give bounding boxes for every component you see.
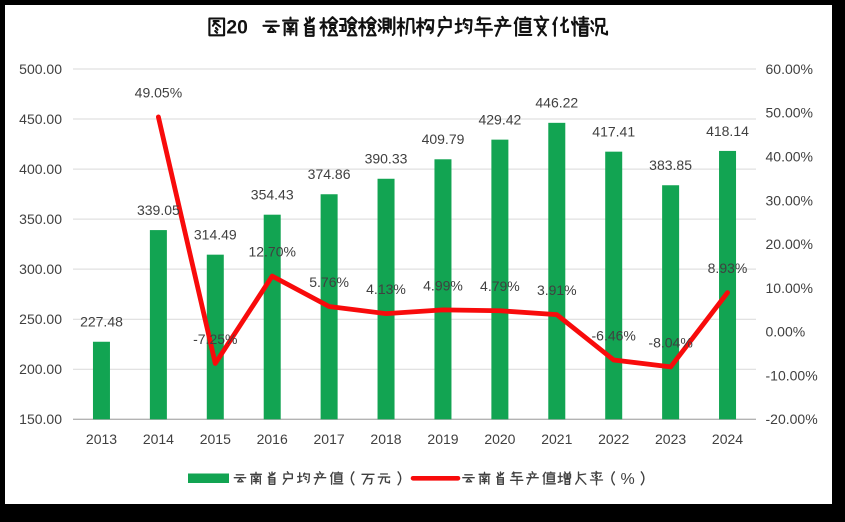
svg-text:10.00%: 10.00% — [766, 280, 813, 296]
svg-text:4.99%: 4.99% — [423, 277, 463, 293]
svg-text:49.05%: 49.05% — [135, 84, 182, 100]
svg-text:50.00%: 50.00% — [766, 105, 813, 121]
svg-text:60.00%: 60.00% — [766, 61, 813, 77]
svg-text:20.00%: 20.00% — [766, 236, 813, 252]
svg-text:-8.04%: -8.04% — [648, 334, 692, 350]
svg-text:390.33: 390.33 — [365, 151, 408, 167]
svg-text:409.79: 409.79 — [422, 131, 465, 147]
svg-text:30.00%: 30.00% — [766, 192, 813, 208]
svg-text:2022: 2022 — [598, 431, 629, 447]
svg-text:300.00: 300.00 — [19, 261, 62, 277]
svg-text:354.43: 354.43 — [251, 187, 294, 203]
svg-text:8.93%: 8.93% — [708, 260, 748, 276]
svg-text:314.49: 314.49 — [194, 227, 237, 243]
svg-text:400.00: 400.00 — [19, 161, 62, 177]
svg-text:250.00: 250.00 — [19, 311, 62, 327]
svg-text:2013: 2013 — [86, 431, 117, 447]
svg-text:-7.25%: -7.25% — [193, 331, 237, 347]
svg-text:5.76%: 5.76% — [309, 274, 349, 290]
svg-text:417.41: 417.41 — [592, 124, 635, 140]
svg-text:374.86: 374.86 — [308, 166, 351, 182]
svg-text:383.85: 383.85 — [649, 157, 692, 173]
svg-text:12.70%: 12.70% — [248, 244, 295, 260]
svg-text:2019: 2019 — [427, 431, 458, 447]
svg-text:2020: 2020 — [484, 431, 515, 447]
svg-text:150.00: 150.00 — [19, 411, 62, 427]
svg-text:-10.00%: -10.00% — [766, 367, 818, 383]
svg-text:350.00: 350.00 — [19, 211, 62, 227]
svg-text:429.42: 429.42 — [478, 112, 521, 128]
svg-text:-20.00%: -20.00% — [766, 411, 818, 427]
svg-text:500.00: 500.00 — [19, 61, 62, 77]
svg-text:227.48: 227.48 — [80, 314, 123, 330]
svg-text:450.00: 450.00 — [19, 111, 62, 127]
svg-text:3.91%: 3.91% — [537, 282, 577, 298]
svg-text:339.05: 339.05 — [137, 202, 180, 218]
svg-text:2015: 2015 — [200, 431, 231, 447]
svg-text:418.14: 418.14 — [706, 123, 749, 139]
svg-text:4.13%: 4.13% — [366, 281, 406, 297]
svg-text:40.00%: 40.00% — [766, 149, 813, 165]
svg-text:2018: 2018 — [370, 431, 401, 447]
svg-text:2014: 2014 — [143, 431, 174, 447]
svg-text:-6.46%: -6.46% — [592, 327, 636, 343]
svg-text:0.00%: 0.00% — [766, 324, 806, 340]
svg-text:%: % — [621, 471, 635, 488]
svg-text:4.79%: 4.79% — [480, 278, 520, 294]
svg-text:446.22: 446.22 — [535, 95, 578, 111]
svg-text:2023: 2023 — [655, 431, 686, 447]
svg-text:2016: 2016 — [257, 431, 288, 447]
svg-text:20: 20 — [226, 18, 247, 39]
svg-text:2021: 2021 — [541, 431, 572, 447]
svg-text:200.00: 200.00 — [19, 361, 62, 377]
svg-text:2024: 2024 — [712, 431, 743, 447]
svg-text:2017: 2017 — [314, 431, 345, 447]
